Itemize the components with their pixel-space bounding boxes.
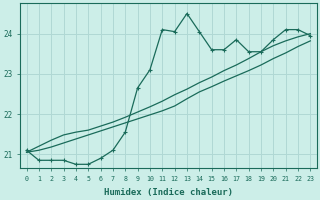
X-axis label: Humidex (Indice chaleur): Humidex (Indice chaleur) bbox=[104, 188, 233, 197]
